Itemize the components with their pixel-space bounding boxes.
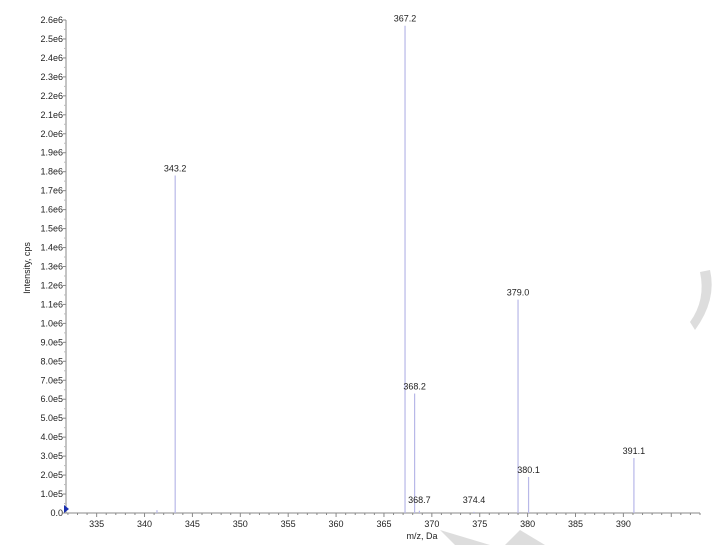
- y-tick-label: 1.2e6: [40, 280, 63, 290]
- y-tick-label: 1.8e6: [40, 167, 63, 177]
- y-tick-label: 2.5e6: [40, 34, 63, 44]
- y-tick-label: 1.5e6: [40, 224, 63, 234]
- peak-label: 368.7: [408, 495, 431, 505]
- watermark-shape: [690, 270, 712, 330]
- peak-label: 379.0: [507, 288, 530, 298]
- y-tick-label: 2.3e6: [40, 72, 63, 82]
- peak-label: 380.1: [517, 465, 540, 475]
- y-tick-label: 2.1e6: [40, 110, 63, 120]
- y-tick-label: 2.6e6: [40, 15, 63, 25]
- x-tick-label: 370: [424, 519, 439, 529]
- y-tick-label: 2.0e5: [40, 470, 63, 480]
- y-axis-label: Intensity, cps: [22, 242, 32, 294]
- y-tick-label: 8.0e5: [40, 356, 63, 366]
- x-tick-label: 365: [376, 519, 391, 529]
- y-tick-label: 7.0e5: [40, 375, 63, 385]
- x-tick-label: 340: [137, 519, 152, 529]
- y-tick-label: 1.0e5: [40, 489, 63, 499]
- y-tick-label: 4.0e5: [40, 432, 63, 442]
- y-tick-label: 2.0e6: [40, 129, 63, 139]
- x-axis: 335 340 345 350 355 360 365 370 375 380 385 390: [66, 512, 701, 529]
- y-tick-label: 1.7e6: [40, 186, 63, 196]
- peaks: 343.2 367.2 368.2 368.7 374.4 379.0 380.1 391.1: [156, 14, 646, 513]
- y-tick-label: 6.0e5: [40, 394, 63, 404]
- x-tick-label: 385: [568, 519, 583, 529]
- y-axis: 0.0 1.0e5 2.0e5 3.0e5 4.0e5 5.0e5 6.0e5 7.0e5 8.…: [40, 15, 67, 518]
- y-tick-label: 5.0e5: [40, 413, 63, 423]
- peak-label: 367.2: [394, 14, 417, 24]
- peak-label: 368.2: [403, 382, 426, 392]
- x-tick-label: 390: [616, 519, 631, 529]
- y-tick-label: 3.0e5: [40, 451, 63, 461]
- x-tick-label: 350: [233, 519, 248, 529]
- y-tick-label: 1.0e6: [40, 318, 63, 328]
- x-tick-label: 345: [185, 519, 200, 529]
- y-tick-label: 1.3e6: [40, 262, 63, 272]
- x-tick-label: 380: [520, 519, 535, 529]
- watermark-shape: [440, 530, 545, 545]
- peak-label: 343.2: [164, 163, 187, 173]
- y-tick-label: 2.2e6: [40, 91, 63, 101]
- axis-start-marker-icon[interactable]: [64, 505, 69, 513]
- x-tick-label: 335: [89, 519, 104, 529]
- x-tick-label: 355: [281, 519, 296, 529]
- y-tick-label: 1.4e6: [40, 243, 63, 253]
- y-tick-label: 1.6e6: [40, 205, 63, 215]
- peak-label: 374.4: [463, 495, 486, 505]
- y-tick-label: 1.1e6: [40, 299, 63, 309]
- y-tick-label: 0.0: [50, 508, 63, 518]
- peak-label: 391.1: [623, 446, 646, 456]
- x-axis-label: m/z, Da: [406, 531, 437, 541]
- x-tick-label: 375: [472, 519, 487, 529]
- y-tick-label: 9.0e5: [40, 337, 63, 347]
- y-tick-label: 2.4e6: [40, 53, 63, 63]
- x-tick-label: 360: [329, 519, 344, 529]
- y-tick-label: 1.9e6: [40, 148, 63, 158]
